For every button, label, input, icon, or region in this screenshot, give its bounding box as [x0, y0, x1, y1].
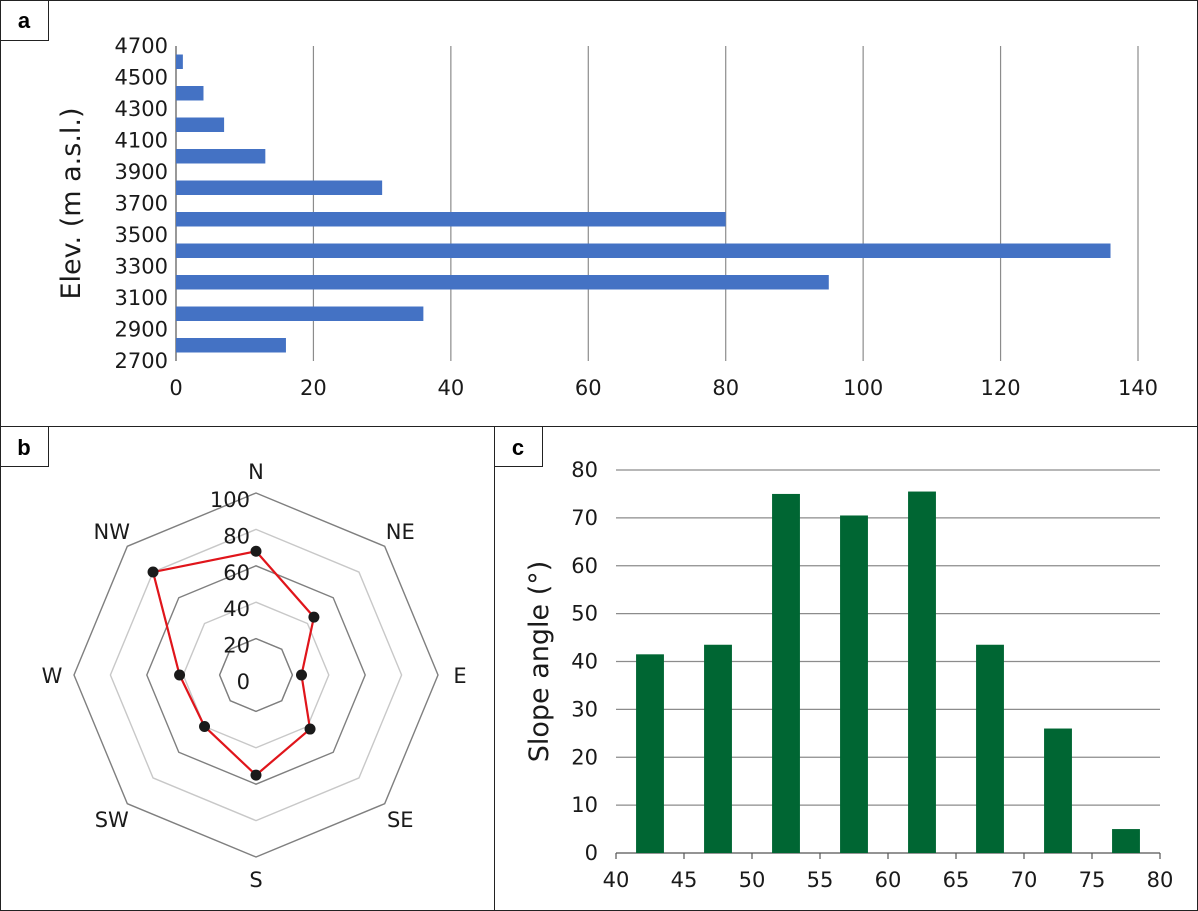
y-axis-title: Slope angle (°)	[524, 561, 555, 763]
y-tick-label: 3100	[115, 286, 168, 310]
panel-b-label: b	[17, 435, 30, 460]
direction-label: E	[453, 664, 466, 688]
y-tick-label: 3700	[115, 192, 168, 216]
radial-tick-label: 0	[237, 670, 250, 694]
bar	[176, 149, 266, 164]
radar-grid-ring	[182, 601, 330, 749]
series-line	[151, 550, 316, 777]
x-tick-label: 120	[981, 376, 1021, 400]
direction-label: N	[248, 460, 264, 484]
y-tick-label: 50	[571, 602, 598, 626]
y-tick-label: 3900	[115, 160, 168, 184]
y-tick-label: 20	[571, 745, 598, 769]
radial-tick-label: 40	[223, 597, 250, 621]
y-tick-label: 0	[585, 841, 598, 865]
bar	[908, 491, 936, 853]
bar	[1044, 728, 1072, 853]
x-tick-label: 60	[875, 868, 902, 892]
data-point	[174, 669, 186, 681]
data-point	[250, 545, 262, 557]
radar-grid-ring	[146, 565, 366, 785]
panel-b-label-box	[0, 426, 49, 467]
y-tick-label: 4100	[115, 129, 168, 153]
bar	[176, 306, 424, 321]
data-point	[308, 611, 320, 623]
bar	[772, 493, 800, 853]
bar	[176, 54, 183, 69]
bar	[176, 86, 204, 101]
y-tick-label: 4700	[115, 34, 168, 58]
radar-grid-ring	[109, 528, 403, 822]
panel-a-label: a	[18, 8, 31, 33]
y-tick-label: 3300	[115, 255, 168, 279]
y-tick-label: 4500	[115, 66, 168, 90]
slope-bar-chart: 0 10 20 30 40 50 60 70 80 40 45 50 55 60 65 70 75 80 Slope…	[524, 458, 1173, 892]
bar	[636, 654, 664, 853]
y-tick-label: 2700	[115, 349, 168, 373]
x-tick-label: 50	[739, 868, 766, 892]
bar	[176, 275, 829, 290]
radial-tick-label: 60	[223, 561, 250, 585]
direction-label: W	[42, 664, 63, 688]
panel-c-label: c	[512, 435, 524, 460]
bar	[840, 515, 868, 853]
x-tick-label: 45	[671, 868, 698, 892]
x-tick-label: 55	[807, 868, 834, 892]
direction-label: NE	[386, 520, 415, 544]
x-tick-label: 60	[575, 376, 602, 400]
elevation-bar-chart: 0 20 40 60 80 100 120 140 2700 2900 3100 3300 3500 37…	[56, 34, 1158, 400]
x-tick-label: 100	[843, 376, 883, 400]
direction-label: S	[249, 868, 262, 892]
radar-grid-ring	[73, 492, 439, 858]
direction-label: NW	[94, 520, 131, 544]
y-tick-label: 70	[571, 506, 598, 530]
panel-c-label-box	[494, 426, 543, 467]
radial-tick-label: 80	[223, 524, 250, 548]
radar-inner-ring	[218, 637, 294, 713]
y-tick-label: 3500	[115, 223, 168, 247]
data-point	[304, 723, 316, 735]
data-point	[296, 669, 307, 681]
radial-tick-label: 100	[210, 488, 250, 512]
bar	[176, 212, 726, 227]
x-tick-label: 0	[169, 376, 182, 400]
y-tick-label: 2900	[115, 318, 168, 342]
y-tick-label: 40	[571, 650, 598, 674]
data-point	[147, 566, 159, 578]
bar	[176, 180, 383, 195]
y-tick-label: 30	[571, 697, 598, 721]
x-tick-label: 140	[1118, 376, 1158, 400]
aspect-radar-chart: 0 20 40 60 80 100 N NE E SE S SW W NW	[42, 460, 467, 892]
y-tick-label: 80	[571, 458, 598, 482]
y-tick-label: 4300	[115, 97, 168, 121]
direction-label: SE	[387, 808, 414, 832]
data-point	[199, 720, 211, 732]
bar	[176, 243, 1111, 258]
x-tick-label: 75	[1079, 868, 1106, 892]
bar	[176, 117, 225, 132]
data-point	[250, 769, 262, 781]
x-tick-label: 70	[1011, 868, 1038, 892]
direction-label: SW	[95, 808, 129, 832]
x-tick-label: 40	[603, 868, 630, 892]
y-tick-label: 10	[571, 793, 598, 817]
panel-a-label-box	[0, 0, 49, 41]
x-tick-label: 80	[712, 376, 739, 400]
bar	[176, 338, 286, 353]
x-tick-label: 80	[1147, 868, 1174, 892]
x-tick-label: 20	[300, 376, 327, 400]
bar	[1112, 829, 1140, 853]
radial-tick-label: 20	[223, 634, 250, 658]
bar	[704, 644, 732, 853]
y-axis-title: Elev. (m a.s.l.)	[56, 107, 87, 299]
y-tick-label: 60	[571, 554, 598, 578]
x-tick-label: 40	[437, 376, 464, 400]
bar	[976, 644, 1004, 853]
x-tick-label: 65	[943, 868, 970, 892]
